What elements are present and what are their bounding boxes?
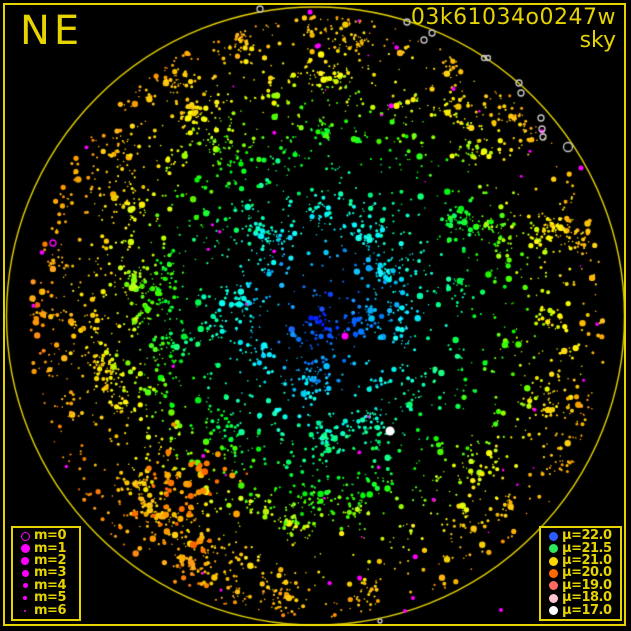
mu-color-marker [548, 581, 558, 591]
legend-label: μ=20.0 [562, 565, 612, 581]
legend-row: m=1 [16, 540, 76, 556]
filled-circle-marker [20, 544, 30, 554]
legend-label: m=0 [34, 528, 66, 544]
filled-circle-marker [23, 596, 27, 601]
exposure-id-label: 03k61034o0247w [410, 5, 616, 30]
legend-label: m=5 [34, 590, 66, 606]
legend-marker [544, 581, 562, 591]
legend-marker [544, 531, 562, 541]
legend-row: m=2 [16, 553, 76, 569]
legend-row: μ=21.5 [544, 540, 617, 556]
legend-marker [16, 544, 34, 554]
legend-label: m=1 [34, 540, 66, 556]
legend-marker [544, 593, 562, 603]
legend-label: m=6 [34, 602, 66, 618]
legend-row: μ=20.0 [544, 565, 617, 581]
legend-marker [544, 556, 562, 566]
legend-row: m=4 [16, 577, 76, 593]
open-circle-marker [20, 531, 30, 541]
legend-marker [16, 609, 34, 612]
legend-row: m=6 [16, 602, 76, 618]
mu-color-marker [548, 556, 558, 566]
legend-marker [544, 606, 562, 616]
mu-color-marker [548, 606, 558, 616]
legend-row: μ=21.0 [544, 553, 617, 569]
legend-label: m=2 [34, 553, 66, 569]
legend-marker [544, 568, 562, 578]
filled-circle-marker [22, 583, 28, 589]
legend-label: μ=17.0 [562, 602, 612, 618]
mu-color-legend: μ=22.0 μ=21.5 μ=21.0 μ=20.0 μ=19.0 μ=18.0 μ=17… [539, 526, 622, 621]
mu-color-marker [548, 568, 558, 578]
legend-label: μ=21.5 [562, 540, 612, 556]
mu-color-marker [548, 593, 558, 603]
legend-row: μ=22.0 [544, 528, 617, 544]
mu-color-marker [548, 531, 558, 541]
legend-label: m=4 [34, 577, 66, 593]
legend-marker [544, 544, 562, 554]
m-size-legend: m=0 m=1 m=2 m=3 m=4 m=5 m=6 [11, 526, 81, 621]
legend-marker [16, 569, 34, 577]
mu-color-marker [548, 544, 558, 554]
legend-marker [16, 531, 34, 541]
filled-circle-marker [21, 569, 29, 577]
legend-label: μ=19.0 [562, 577, 612, 593]
legend-label: m=3 [34, 565, 66, 581]
legend-marker [16, 557, 34, 566]
legend-row: m=0 [16, 528, 76, 544]
filled-circle-marker [21, 557, 29, 566]
legend-marker [16, 596, 34, 601]
legend-label: μ=21.0 [562, 553, 612, 569]
legend-label: μ=22.0 [562, 528, 612, 544]
legend-row: μ=17.0 [544, 602, 617, 618]
legend-label: μ=18.0 [562, 590, 612, 606]
legend-row: μ=19.0 [544, 577, 617, 593]
legend-row: μ=18.0 [544, 590, 617, 606]
legend-marker [16, 583, 34, 589]
plot-type-label: sky [579, 28, 616, 53]
legend-row: m=5 [16, 590, 76, 606]
legend-row: m=3 [16, 565, 76, 581]
filled-circle-marker [24, 609, 26, 612]
orientation-label: NE [20, 8, 84, 54]
